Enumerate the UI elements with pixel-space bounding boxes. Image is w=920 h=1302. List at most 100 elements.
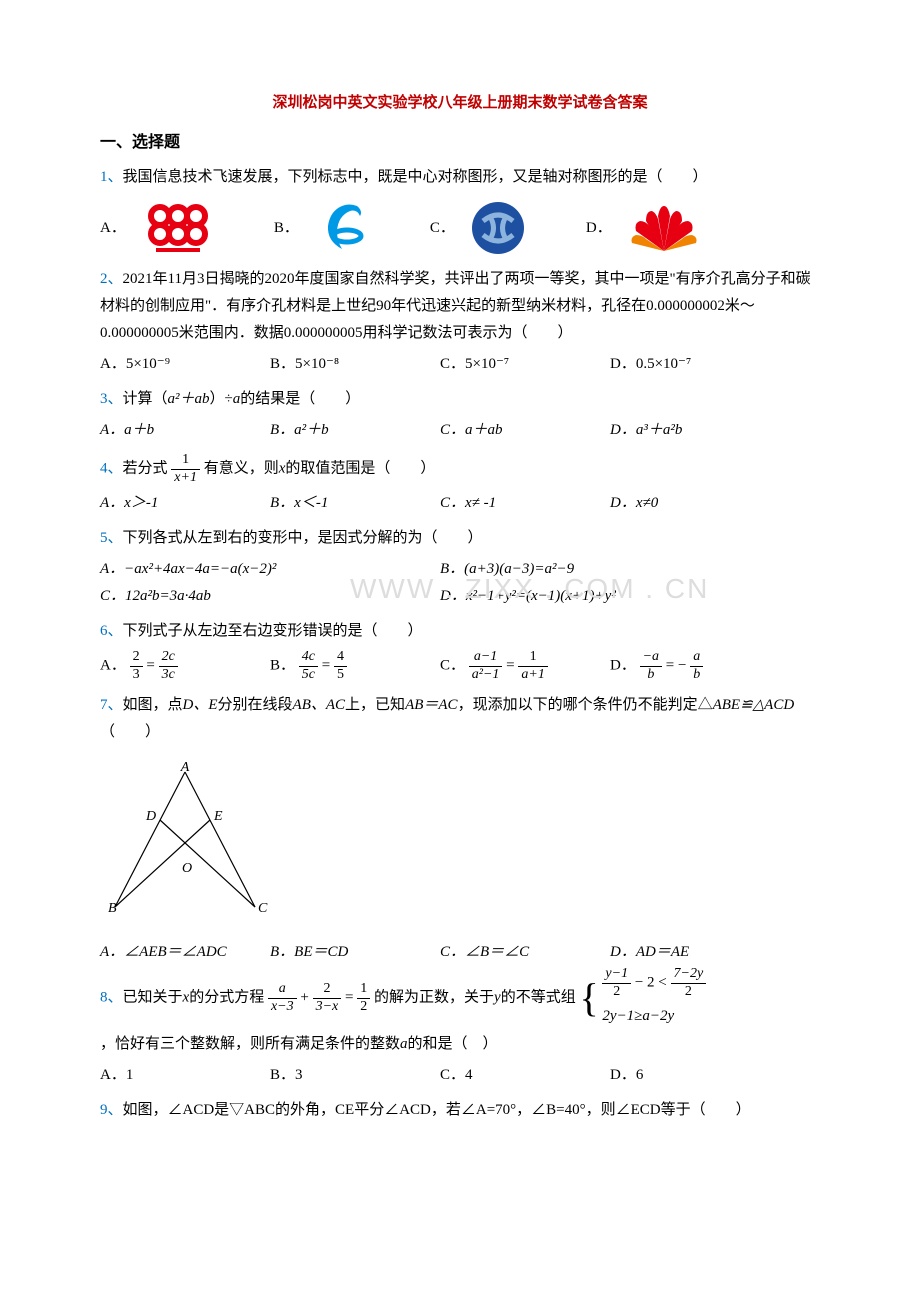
q3-optB: B．a²＋b <box>270 417 440 444</box>
question-3: 3、计算（a²＋ab）÷a的结果是（ ） A．a＋b B．a²＋b C．a＋ab… <box>100 386 820 444</box>
q3-optC: C．a＋ab <box>440 417 610 444</box>
q8-pre: 已知关于 <box>123 990 183 1006</box>
q4-optC: C．x≠ -1 <box>440 490 610 517</box>
q7-optC: C．∠B＝∠C <box>440 939 610 966</box>
q4-frac-num: 1 <box>171 452 200 470</box>
q8-num: 8、 <box>100 990 123 1006</box>
q1-opt-d: D． <box>586 201 700 256</box>
f-d: 3 <box>130 667 143 684</box>
q1-opt-a: A． <box>100 202 214 254</box>
q7-optB: B．BE＝CD <box>270 939 440 966</box>
f-d: a²−1 <box>469 667 503 684</box>
china-mobile-icon <box>471 201 526 256</box>
q4-pre: 若分式 <box>123 461 172 477</box>
q2-num: 2、 <box>100 271 123 287</box>
f-n: 1 <box>518 649 547 667</box>
q7-de: D、E <box>183 697 218 713</box>
brace-icon: { <box>579 978 598 1018</box>
question-2: 2、2021年11月3日揭晓的2020年度国家自然科学奖，共评出了两项一等奖，其… <box>100 266 820 378</box>
question-4: 4、若分式 1x+1 有意义，则x的取值范围是（ ） A．x＞-1 B．x＜-1… <box>100 452 820 518</box>
f-d: 3−x <box>313 999 342 1016</box>
q3-optD: D．a³＋a²b <box>610 417 780 444</box>
question-9: 9、如图，∠ACD是▽ABC的外角，CE平分∠ACD，若∠A=70°，∠B=40… <box>100 1097 820 1124</box>
q6-optC-label: C． <box>440 658 465 674</box>
f-d: 5c <box>299 667 318 684</box>
f-d: x−3 <box>268 999 297 1016</box>
q8-optC: C．4 <box>440 1062 610 1089</box>
label-B: B <box>108 901 117 916</box>
q3-post: 的结果是（ ） <box>240 391 360 407</box>
page-title: 深圳松岗中英文实验学校八年级上册期末数学试卷含答案 <box>100 90 820 117</box>
q5-num: 5、 <box>100 530 123 546</box>
inequality-group: y−12 − 2 < 7−2y2 2y−1≥a−2y <box>602 966 706 1031</box>
q7-optD: D．AD＝AE <box>610 939 780 966</box>
q8-mid2: 的解为正数，关于 <box>374 990 494 1006</box>
q1-text: 我国信息技术飞速发展，下列标志中，既是中心对称图形，又是轴对称图形的是（ ） <box>123 169 708 185</box>
f-d: 2 <box>671 984 707 1001</box>
q2-text: 2021年11月3日揭晓的2020年度国家自然科学奖，共评出了两项一等奖，其中一… <box>100 271 811 341</box>
question-7: 7、如图，点D、E分别在线段AB、AC上，已知AB＝AC，现添加以下的哪个条件仍… <box>100 692 820 746</box>
q5-optD: D．x²−1+y²=(x−1)(x+1)+y² <box>440 583 780 610</box>
q4-num: 4、 <box>100 461 123 477</box>
q2-optC: C．5×10⁻⁷ <box>440 351 610 378</box>
f-n: 1 <box>357 981 370 999</box>
question-1: 1、我国信息技术飞速发展，下列标志中，既是中心对称图形，又是轴对称图形的是（ ） <box>100 164 820 191</box>
q3-pre: 计算（ <box>123 391 168 407</box>
q6-optB-label: B． <box>270 658 295 674</box>
q1-num: 1、 <box>100 169 123 185</box>
q7-end: （ ） <box>100 724 160 740</box>
q5-optA: A．−ax²+4ax−4a=−a(x−2)² <box>100 556 440 583</box>
q5-text: 下列各式从左到右的变形中，是因式分解的为（ ） <box>123 530 483 546</box>
f-n: y−1 <box>602 966 631 984</box>
q1-opt-b: B． <box>274 201 370 256</box>
q8-mid3: 的不等式组 <box>501 990 576 1006</box>
q8-y: y <box>494 990 501 1006</box>
q6-optD: D． −ab = − ab <box>610 649 780 684</box>
q1-optD-label: D． <box>586 215 612 242</box>
q3-mid: ）÷ <box>210 391 233 407</box>
q6-optC: C． a−1a²−1 = 1a+1 <box>440 649 610 684</box>
f-d: a+1 <box>518 667 547 684</box>
q9-num: 9、 <box>100 1102 123 1118</box>
question-8: 8、已知关于x的分式方程 ax−3 + 23−x = 12 的解为正数，关于y的… <box>100 966 820 1089</box>
q7-mid: 分别在线段 <box>218 697 293 713</box>
f-d: 2 <box>357 999 370 1016</box>
f-n: 2 <box>313 981 342 999</box>
q9-text: 如图，∠ACD是▽ABC的外角，CE平分∠ACD，若∠A=70°，∠B=40°，… <box>123 1102 751 1118</box>
q8-optB: B．3 <box>270 1062 440 1089</box>
label-A: A <box>180 762 190 775</box>
q4-optB: B．x＜-1 <box>270 490 440 517</box>
label-D: D <box>145 809 156 824</box>
q7-tri: ABE≌△ACD <box>713 697 795 713</box>
label-O: O <box>182 861 192 876</box>
q5-optC: C．12a²b=3a·4ab <box>100 583 440 610</box>
f-n: 4c <box>299 649 318 667</box>
q7-pre: 如图，点 <box>123 697 183 713</box>
q4-frac-den: x+1 <box>171 470 200 487</box>
q2-optA: A．5×10⁻⁹ <box>100 351 270 378</box>
f-n: a <box>690 649 703 667</box>
q7-post: ，现添加以下的哪个条件仍不能判定△ <box>458 697 713 713</box>
china-telecom-icon <box>315 201 370 256</box>
question-6: 6、下列式子从左边至右边变形错误的是（ ） A． 23 = 2c3c B． 4c… <box>100 618 820 684</box>
q6-optA-label: A． <box>100 658 126 674</box>
q7-mid2: 上，已知 <box>345 697 405 713</box>
f-d: b <box>640 667 662 684</box>
q8-mid: 的分式方程 <box>189 990 264 1006</box>
q7-eq: AB＝AC <box>405 697 458 713</box>
question-5: 5、下列各式从左到右的变形中，是因式分解的为（ ） WWW . ZIXX . C… <box>100 525 820 610</box>
f-d: 5 <box>334 667 347 684</box>
label-C: C <box>258 901 268 916</box>
q4-optD: D．x≠0 <box>610 490 780 517</box>
q4-optA: A．x＞-1 <box>100 490 270 517</box>
q1-opt-c: C． <box>430 201 526 256</box>
q8-ineq2: 2y−1≥a−2y <box>602 1001 706 1031</box>
f-n: a−1 <box>469 649 503 667</box>
section-header: 一、选择题 <box>100 129 820 158</box>
q6-optB: B． 4c5c = 45 <box>270 649 440 684</box>
q4-frac: 1x+1 <box>171 452 200 487</box>
q8-a: a <box>400 1036 408 1052</box>
triangle-figure: A B C D E O <box>100 762 270 917</box>
q1-optA-label: A． <box>100 215 126 242</box>
q3-optA: A．a＋b <box>100 417 270 444</box>
